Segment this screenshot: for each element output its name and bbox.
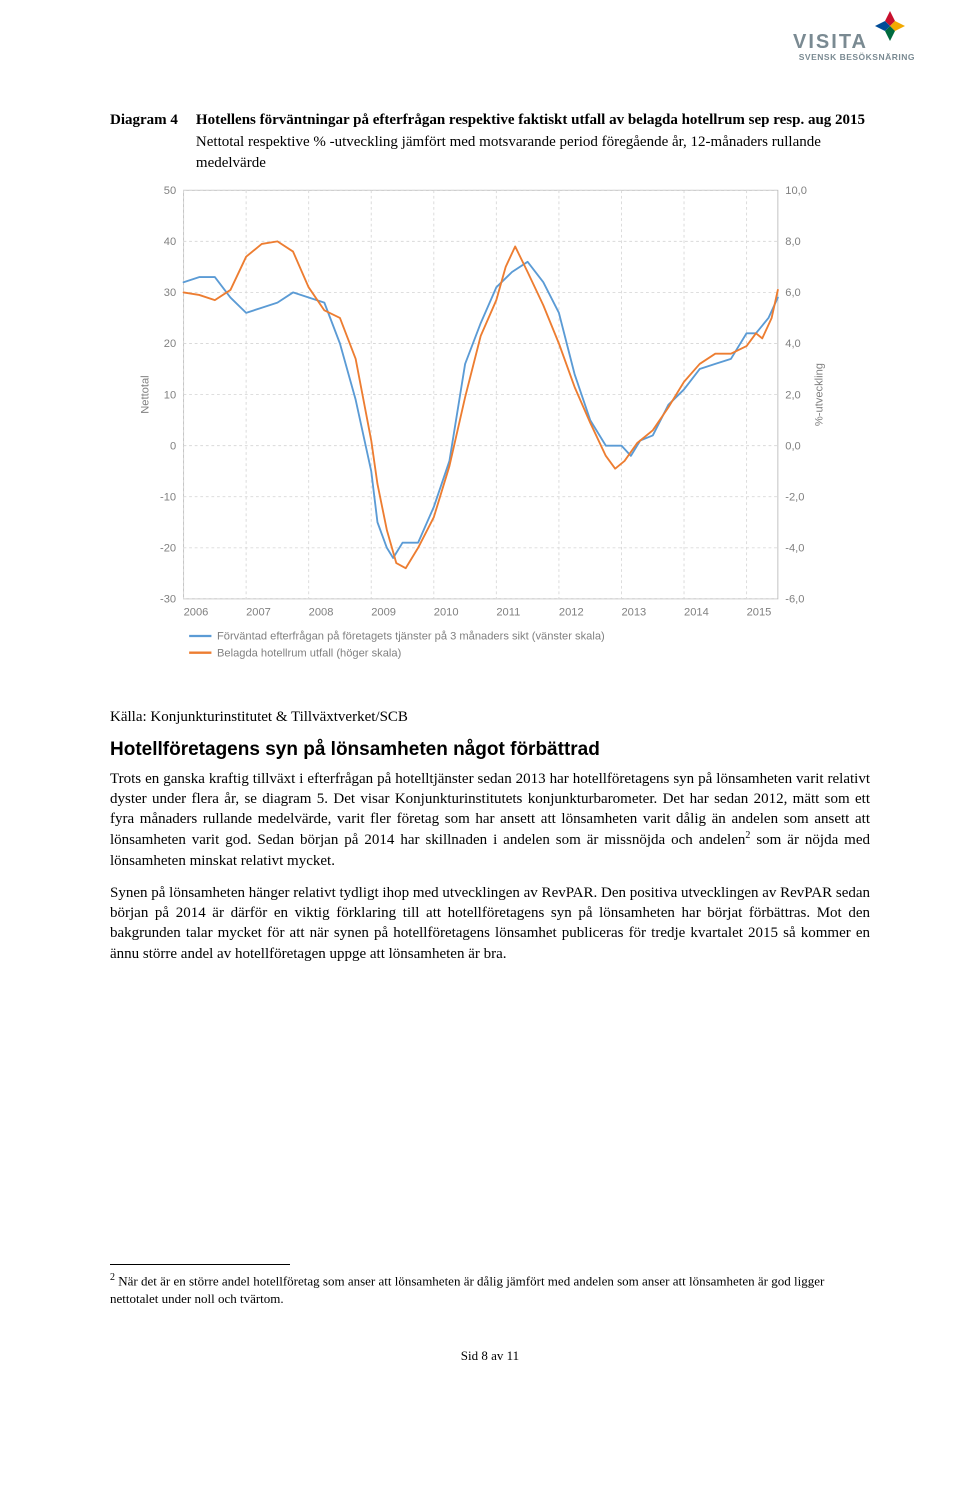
svg-text:2007: 2007 [246, 606, 271, 618]
chart-diagram-4: -30 -20 -10 0 10 20 30 40 50 -6,0 -4,0 -2,0 0,0 2,0 4,… [90, 181, 890, 701]
svg-text:-10: -10 [160, 491, 176, 503]
svg-text:0,0: 0,0 [785, 440, 800, 452]
brand-logo: VISITA SVENSK BESÖKSNÄRING [760, 10, 920, 66]
diagram-subtitle: Nettotal respektive % -utveckling jämför… [196, 132, 870, 173]
diagram-title: Hotellens förväntningar på efterfrågan r… [196, 110, 870, 130]
svg-text:2012: 2012 [559, 606, 584, 618]
svg-text:20: 20 [164, 338, 176, 350]
svg-text:2011: 2011 [496, 606, 520, 618]
svg-text:Belagda hotellrum utfall (höge: Belagda hotellrum utfall (höger skala) [217, 647, 402, 659]
svg-text:%-utveckling: %-utveckling [813, 363, 825, 426]
svg-text:2015: 2015 [747, 606, 772, 618]
svg-text:2,0: 2,0 [785, 389, 800, 401]
svg-text:2010: 2010 [434, 606, 459, 618]
svg-text:10: 10 [164, 389, 176, 401]
svg-text:10,0: 10,0 [785, 185, 807, 197]
svg-text:6,0: 6,0 [785, 287, 800, 299]
footnote-text: 2 När det är en större andel hotellföret… [110, 1271, 870, 1307]
svg-text:-30: -30 [160, 593, 176, 605]
svg-text:Nettotal: Nettotal [139, 375, 151, 413]
svg-text:30: 30 [164, 287, 176, 299]
footnote-rule [110, 1264, 290, 1265]
svg-text:0: 0 [170, 440, 176, 452]
svg-text:-4,0: -4,0 [785, 542, 804, 554]
logo-subtext: SVENSK BESÖKSNÄRING [799, 52, 915, 62]
svg-text:2006: 2006 [184, 606, 209, 618]
section-heading: Hotellföretagens syn på lönsamheten någo… [110, 737, 870, 763]
body-paragraph-1: Trots en ganska kraftig tillväxt i efter… [110, 769, 870, 871]
svg-text:2013: 2013 [621, 606, 646, 618]
svg-text:2009: 2009 [371, 606, 396, 618]
svg-text:-2,0: -2,0 [785, 491, 804, 503]
logo-text: VISITA [793, 31, 868, 53]
svg-text:50: 50 [164, 185, 176, 197]
diagram-label: Diagram 4 [110, 110, 178, 173]
svg-text:4,0: 4,0 [785, 338, 800, 350]
svg-text:-6,0: -6,0 [785, 593, 804, 605]
page-number: Sid 8 av 11 [110, 1347, 870, 1365]
chart-source: Källa: Konjunkturinstitutet & Tillväxtve… [110, 707, 870, 727]
svg-text:40: 40 [164, 236, 176, 248]
svg-text:2014: 2014 [684, 606, 709, 618]
svg-text:-20: -20 [160, 542, 176, 554]
svg-text:8,0: 8,0 [785, 236, 800, 248]
svg-text:Förväntad efterfrågan på föret: Förväntad efterfrågan på företagets tjän… [217, 630, 605, 642]
body-paragraph-2: Synen på lönsamheten hänger relativt tyd… [110, 883, 870, 964]
svg-text:2008: 2008 [309, 606, 334, 618]
